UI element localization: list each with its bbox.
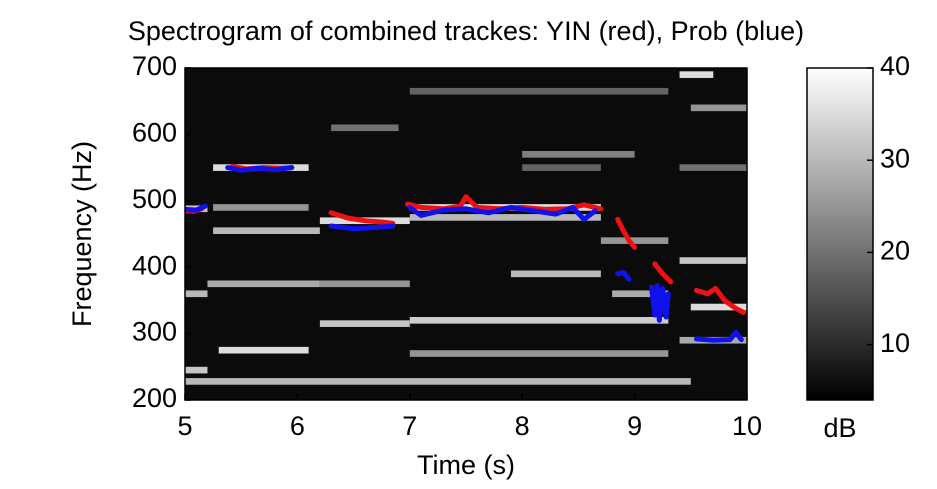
- x-tick-label: 6: [290, 411, 305, 441]
- x-tick-label: 8: [515, 411, 530, 441]
- x-tick-label: 7: [402, 411, 417, 441]
- spectral-band: [522, 151, 635, 158]
- plot-area: [185, 71, 747, 385]
- spectral-band: [679, 164, 747, 171]
- y-tick-label: 400: [132, 250, 177, 280]
- y-tick-label: 600: [132, 118, 177, 148]
- chart-title: Spectrogram of combined trackes: YIN (re…: [128, 16, 804, 46]
- spectral-band: [185, 290, 208, 298]
- spectral-band: [213, 227, 320, 234]
- y-tick-label: 300: [132, 317, 177, 347]
- colorbar: [806, 67, 874, 401]
- spectral-band: [600, 237, 669, 244]
- colorbar-label: dB: [823, 413, 856, 443]
- x-tick-label: 10: [732, 411, 762, 441]
- y-axis-label: Frequency (Hz): [67, 141, 97, 327]
- spectral-band: [185, 378, 691, 385]
- spectral-band: [409, 214, 601, 221]
- spectral-band: [690, 104, 747, 112]
- spectral-band: [319, 320, 410, 327]
- y-tick-label: 700: [132, 51, 177, 81]
- colorbar-tick-label: 40: [880, 51, 910, 81]
- spectral-band: [331, 124, 399, 132]
- spectral-band: [319, 280, 410, 288]
- x-tick-label: 9: [627, 411, 642, 441]
- colorbar-tick-label: 30: [880, 143, 910, 173]
- colorbar-tick-label: 10: [880, 328, 910, 358]
- plot-frame: [184, 67, 748, 401]
- spectral-band: [522, 164, 601, 171]
- y-tick-label: 200: [132, 383, 177, 413]
- spectral-band: [409, 350, 669, 357]
- spectral-band: [207, 280, 320, 288]
- spectral-band: [690, 303, 747, 311]
- x-axis-label: Time (s): [417, 450, 515, 480]
- spectral-band: [612, 290, 669, 298]
- spectral-band: [510, 270, 601, 278]
- colorbar-tick-label: 20: [880, 236, 910, 266]
- spectral-band: [213, 204, 309, 211]
- x-tick-label: 5: [177, 411, 192, 441]
- pitch-track: [185, 165, 744, 343]
- spectral-band: [185, 366, 208, 374]
- y-tick-label: 500: [132, 184, 177, 214]
- spectral-band: [409, 87, 669, 95]
- spectral-band: [679, 71, 714, 78]
- spectral-band: [679, 257, 747, 264]
- spectral-band: [218, 346, 309, 354]
- spectral-band: [409, 317, 669, 324]
